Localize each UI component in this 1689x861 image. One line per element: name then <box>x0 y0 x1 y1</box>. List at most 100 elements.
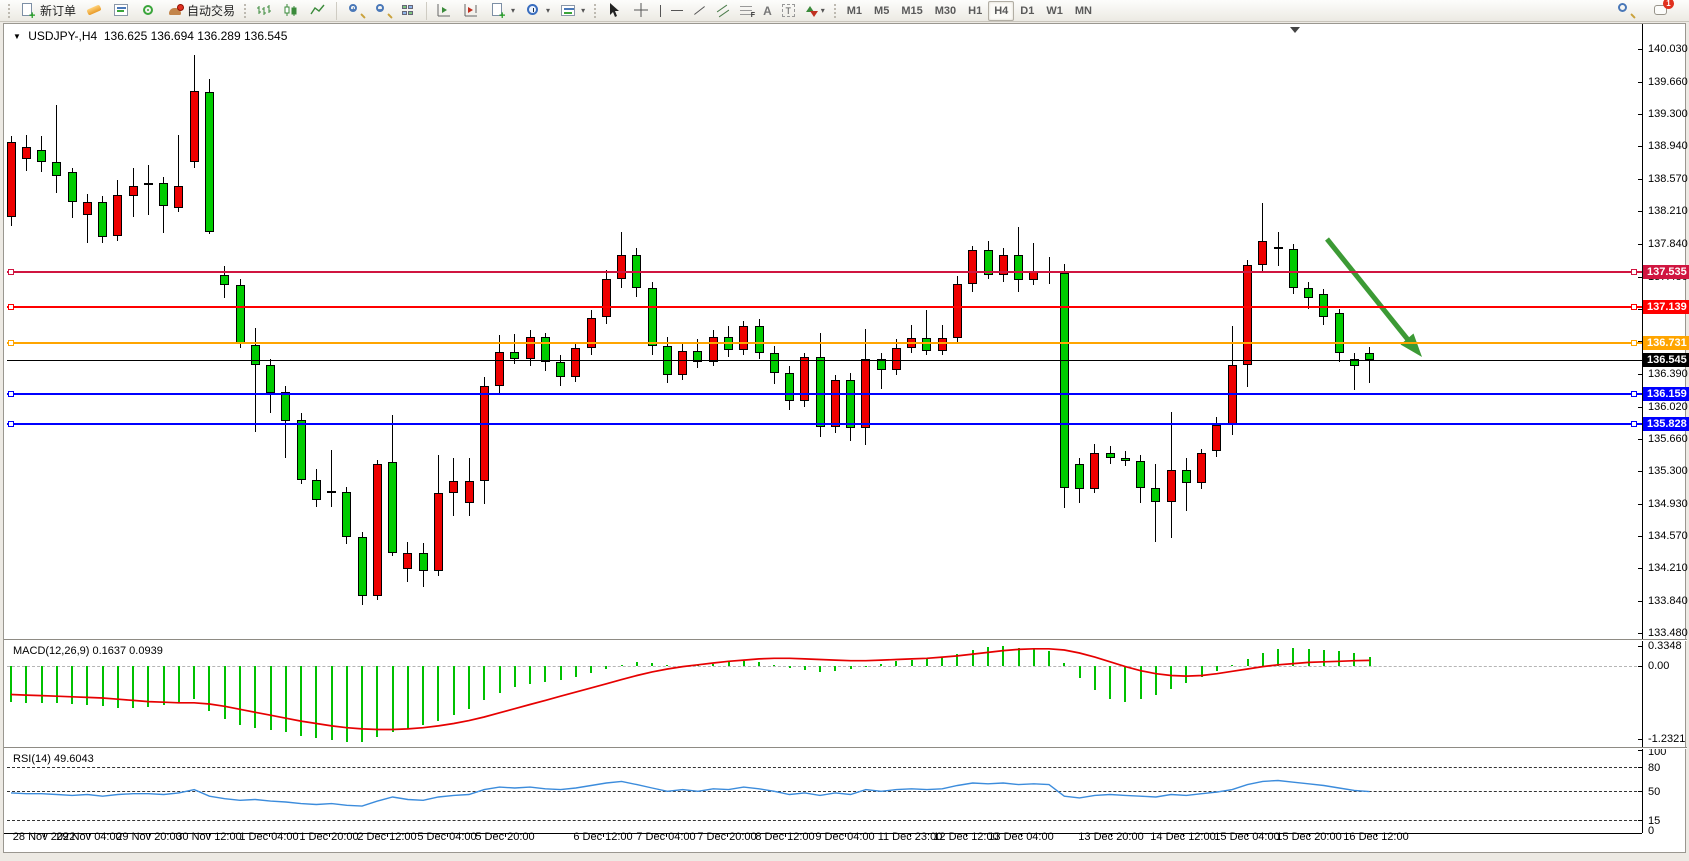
macd-histogram-bar <box>773 664 776 666</box>
candle-body <box>998 255 1008 275</box>
macd-tick-label: -1.2321 <box>1648 733 1686 746</box>
line-handle[interactable] <box>1631 420 1637 427</box>
cursor-tool-button[interactable] <box>601 1 628 21</box>
macd-histogram-bar <box>1261 653 1264 666</box>
auto-scroll-button[interactable] <box>458 1 485 21</box>
horizontal-line-object[interactable] <box>7 342 1642 345</box>
auto-scroll-icon <box>463 2 480 19</box>
line-handle[interactable] <box>8 391 14 398</box>
candle-body <box>220 274 230 286</box>
price-axis-line <box>1642 24 1643 833</box>
period-dropdown[interactable]: ▾ <box>520 1 555 21</box>
bar-chart-button[interactable] <box>251 1 278 21</box>
trendline-tool-button[interactable] <box>688 1 711 21</box>
line-handle[interactable] <box>1631 340 1637 347</box>
horizontal-line-object[interactable] <box>7 270 1642 273</box>
timeframe-button-m30[interactable]: M30 <box>934 4 957 17</box>
timeframe-button-m15[interactable]: M15 <box>901 4 923 17</box>
macd-histogram-bar <box>1200 666 1203 677</box>
price-tick-label: 138.210 <box>1648 205 1688 218</box>
autotrade-button[interactable]: 自动交易 <box>162 1 240 21</box>
line-handle[interactable] <box>8 420 14 427</box>
candle-body <box>311 479 321 501</box>
horizontal-line-tool-button[interactable] <box>666 1 688 21</box>
search-button[interactable] <box>1611 1 1638 21</box>
fibonacci-tool-button[interactable]: F <box>735 1 758 21</box>
timeframe-button-h4[interactable]: H4 <box>988 0 1015 21</box>
timeframe-button-m5[interactable]: M5 <box>874 4 890 17</box>
channel-tool-button[interactable] <box>711 1 735 21</box>
macd-histogram-bar <box>330 666 333 741</box>
line-handle[interactable] <box>8 303 14 310</box>
toolbar-grip[interactable] <box>243 2 249 19</box>
arrows-tool-dropdown[interactable]: ▾ <box>800 1 830 21</box>
template-dropdown[interactable]: ▾ <box>555 1 590 21</box>
horizontal-line-object[interactable] <box>7 422 1642 425</box>
chart-shift-marker[interactable] <box>1290 27 1300 33</box>
toolbar-grip[interactable] <box>593 2 599 19</box>
signals-button[interactable] <box>135 1 162 21</box>
line-handle[interactable] <box>1631 268 1637 275</box>
tile-windows-button[interactable] <box>395 1 422 21</box>
text-label-tool-button[interactable]: T <box>777 1 800 21</box>
rsi-pane-separator[interactable] <box>4 747 1687 749</box>
price-tick-label: 136.390 <box>1648 367 1688 380</box>
vertical-line-tool-button[interactable] <box>655 1 666 21</box>
candlestick-chart-button[interactable] <box>278 1 305 21</box>
line-handle[interactable] <box>1631 391 1637 398</box>
notifications-button[interactable]: 1 <box>1648 0 1675 21</box>
candle-body <box>815 356 825 428</box>
clock-icon <box>525 2 542 19</box>
candlestick-chart-icon <box>283 2 300 19</box>
timeframe-button-w1[interactable]: W1 <box>1046 4 1063 17</box>
time-tick-label: 1 Dec 04:00 <box>239 831 299 843</box>
time-tick-label: 5 Dec 04:00 <box>417 831 477 843</box>
candle-body <box>785 372 794 402</box>
zoom-out-button[interactable]: − <box>368 1 395 21</box>
zoom-in-button[interactable]: + <box>341 1 368 21</box>
chart-window[interactable]: ▼ USDJPY-,H4 136.625 136.694 136.289 136… <box>3 23 1689 854</box>
timeframe-button-m1[interactable]: M1 <box>846 4 863 17</box>
line-chart-button[interactable] <box>305 1 332 21</box>
new-chart-dropdown[interactable]: + ▾ <box>485 1 520 22</box>
macd-histogram-bar <box>1307 648 1310 666</box>
crosshair-tool-button[interactable] <box>628 1 655 21</box>
time-tick-mark <box>603 833 604 837</box>
candle-body <box>433 493 443 571</box>
candle-body <box>1212 424 1222 452</box>
candle-body <box>510 352 520 360</box>
toolbar-grip[interactable] <box>832 2 838 19</box>
macd-histogram-bar <box>712 663 715 666</box>
macd-pane-separator[interactable] <box>4 639 1687 641</box>
time-tick-mark <box>447 833 448 837</box>
rsi-level-line <box>7 766 1642 768</box>
rsi-line <box>10 779 1370 807</box>
chart-symbol-period: USDJPY-,H4 <box>28 29 98 43</box>
candle-body <box>495 352 504 387</box>
text-tool-button[interactable]: A <box>758 1 777 21</box>
chart-preview-button[interactable] <box>108 1 135 21</box>
line-handle[interactable] <box>8 268 14 275</box>
new-order-button[interactable]: + 新订单 <box>15 1 81 22</box>
crayon-button[interactable] <box>81 1 108 21</box>
macd-histogram-bar <box>1292 648 1295 666</box>
timeframe-button-mn[interactable]: MN <box>1074 4 1092 17</box>
timeframe-button-h1[interactable]: H1 <box>968 4 983 17</box>
trend-arrow-annotation[interactable] <box>4 24 1689 854</box>
chart-shift-button[interactable] <box>431 1 458 21</box>
candle-wick <box>285 386 287 458</box>
time-tick-mark <box>1247 833 1248 837</box>
time-scale[interactable] <box>4 834 1642 853</box>
toolbar-grip[interactable] <box>7 2 12 19</box>
collapse-triangle-icon[interactable]: ▼ <box>13 32 21 41</box>
macd-tick-mark <box>1638 739 1642 741</box>
crosshair-icon <box>633 2 650 19</box>
line-handle[interactable] <box>8 340 14 347</box>
horizontal-line-object[interactable] <box>7 393 1642 396</box>
chat-bubble-icon: 1 <box>1653 0 1674 19</box>
macd-histogram-bar <box>1277 649 1279 666</box>
timeframe-button-d1[interactable]: D1 <box>1020 4 1035 17</box>
horizontal-line-object[interactable] <box>7 305 1642 308</box>
time-tick-label: 15 Dec 20:00 <box>1276 831 1342 843</box>
line-handle[interactable] <box>1631 303 1637 310</box>
